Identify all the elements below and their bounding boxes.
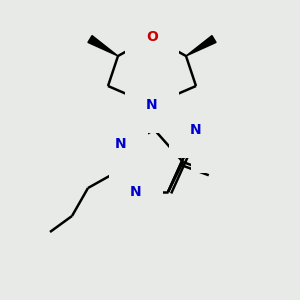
Polygon shape [186,36,216,56]
Polygon shape [88,36,118,56]
Text: N: N [190,123,202,137]
Text: O: O [146,30,158,44]
Text: N: N [146,98,158,112]
Text: N: N [130,185,142,199]
Text: N: N [212,138,224,152]
Text: N: N [115,137,127,151]
